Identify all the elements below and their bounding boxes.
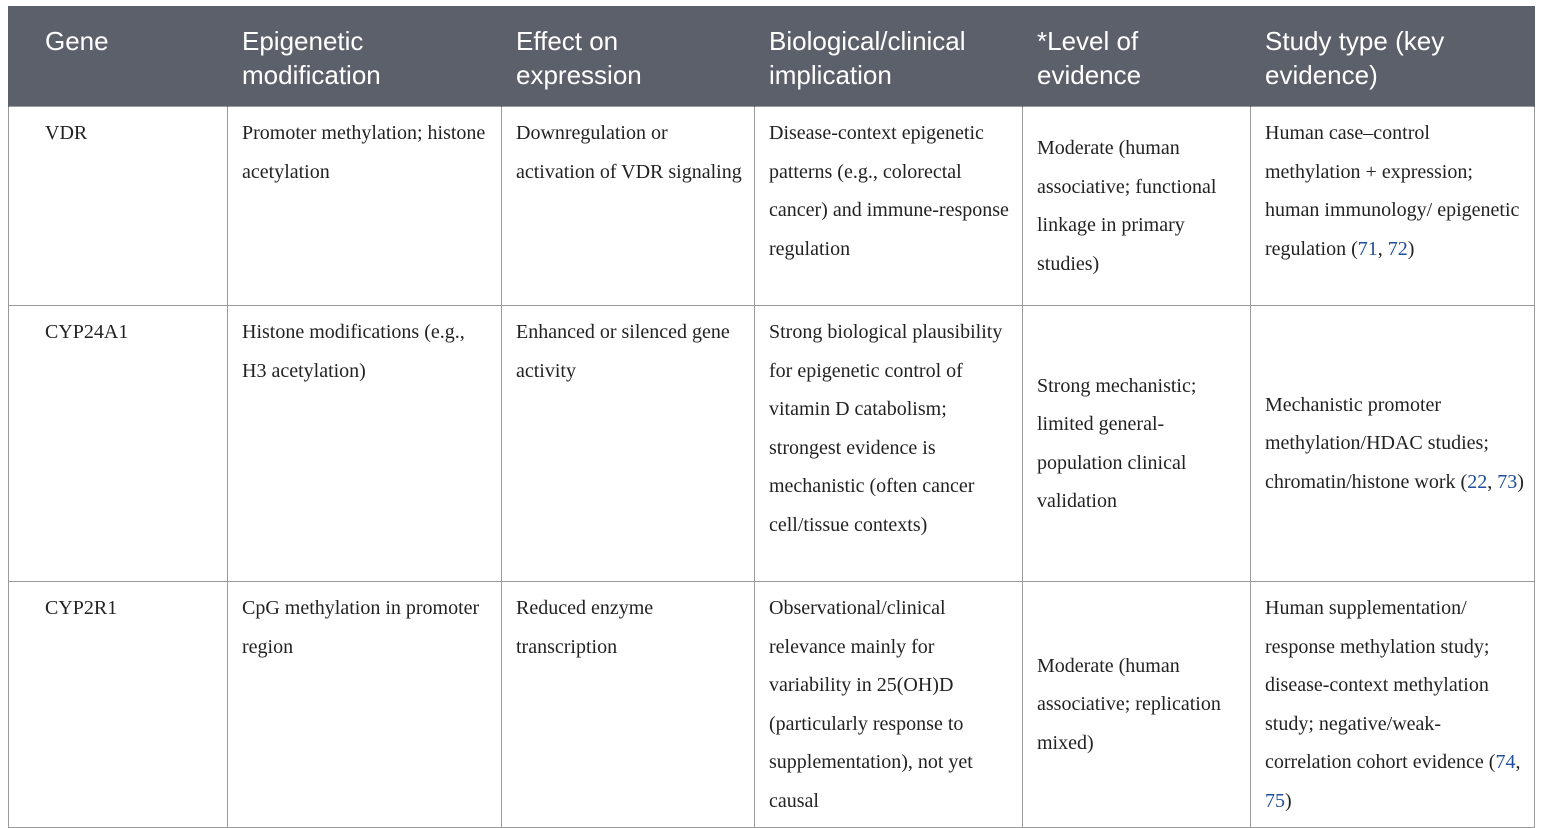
modification-cell: Histone modifications (e.g., H3 acetylat… — [227, 305, 502, 582]
gene-cell: CYP24A1 — [8, 305, 228, 582]
evidence-level-cell: Moderate (human associative; replication… — [1022, 581, 1251, 828]
table-row: CYP24A1 Histone modifications (e.g., H3 … — [8, 305, 1535, 582]
header-biological-clinical-implication: Biological/clinical implication — [754, 6, 1023, 107]
study-type-cell: Human supplementation/ response methylat… — [1250, 581, 1535, 828]
evidence-level-cell: Strong mechanistic; limited general-popu… — [1022, 305, 1251, 582]
modification-cell: CpG methylation in promoter region — [227, 581, 502, 828]
citation-link[interactable]: 22 — [1467, 470, 1488, 493]
evidence-table: Gene Epigenetic modification Effect on e… — [8, 6, 1535, 828]
implication-cell: Observational/clinical relevance mainly … — [754, 581, 1023, 828]
citation-link[interactable]: 75 — [1265, 789, 1285, 812]
header-epigenetic-modification: Epigenetic modification — [227, 6, 502, 107]
citation-link[interactable]: 73 — [1497, 470, 1518, 493]
table-row: CYP2R1 CpG methylation in promoter regio… — [8, 581, 1535, 828]
citation-close: ) — [1285, 789, 1292, 812]
citation-separator: , — [1487, 470, 1498, 493]
evidence-level-cell: Moderate (human associative; functional … — [1022, 106, 1251, 306]
implication-cell: Disease-context epigenetic patterns (e.g… — [754, 106, 1023, 306]
implication-cell: Strong biological plausibility for epige… — [754, 305, 1023, 582]
citation-close: ) — [1517, 470, 1524, 493]
table-header-row: Gene Epigenetic modification Effect on e… — [8, 6, 1535, 107]
study-type-text: Human case–control methylation + express… — [1265, 122, 1520, 260]
citation-separator: , — [1377, 237, 1388, 260]
study-type-cell: Mechanistic promoter methylation/HDAC st… — [1250, 305, 1535, 582]
effect-cell: Reduced enzyme transcription — [501, 581, 755, 828]
gene-cell: VDR — [8, 106, 228, 306]
header-study-type: Study type (key evidence) — [1250, 6, 1535, 107]
citation-link[interactable]: 74 — [1495, 751, 1516, 773]
header-effect-on-expression: Effect on expression — [501, 6, 755, 107]
citation-link[interactable]: 72 — [1387, 237, 1408, 260]
header-level-of-evidence: *Level of evidence — [1022, 6, 1251, 107]
citation-close: ) — [1407, 237, 1415, 260]
study-type-cell: Human case–control methylation + express… — [1250, 106, 1535, 306]
effect-cell: Enhanced or silenced gene activity — [501, 305, 755, 582]
table-row: VDR Promoter methylation; histone acetyl… — [8, 106, 1535, 306]
study-type-text: Human supplementation/ response methylat… — [1265, 597, 1496, 773]
citation-separator: , — [1515, 751, 1521, 773]
modification-cell: Promoter methylation; histone acetylatio… — [227, 106, 502, 306]
study-type-text: Mechanistic promoter methylation/HDAC st… — [1265, 393, 1489, 493]
gene-cell: CYP2R1 — [8, 581, 228, 828]
citation-link[interactable]: 71 — [1357, 237, 1378, 260]
effect-cell: Downregulation or activation of VDR sign… — [501, 106, 755, 306]
header-gene: Gene — [8, 6, 228, 107]
